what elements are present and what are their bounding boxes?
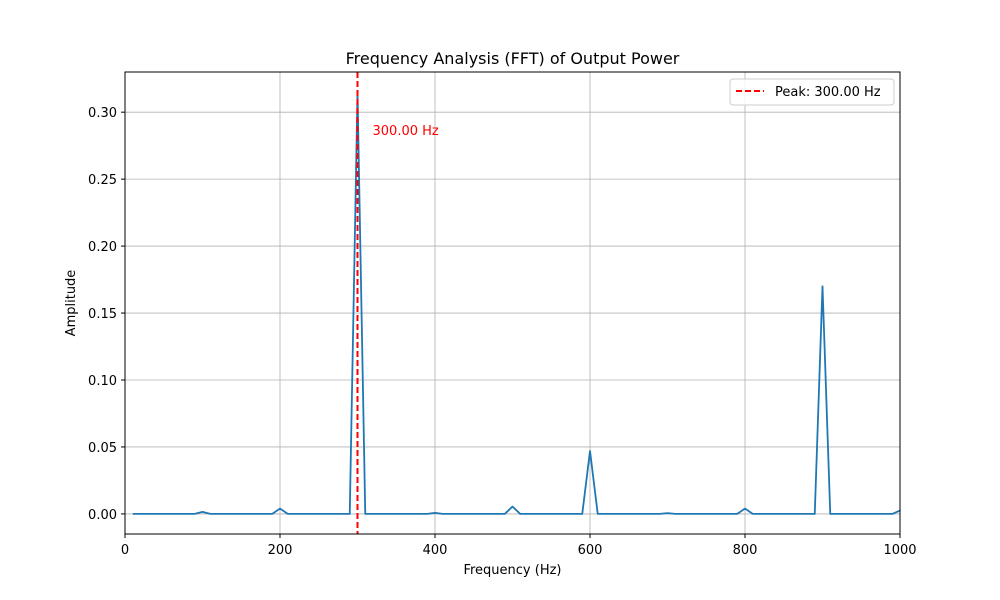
axis-ticks: 0 200 400 600 800 1000 0.00 0.05 0.10 0.15 0.20 0.2… <box>88 106 917 558</box>
y-axis-label: Amplitude <box>64 270 79 337</box>
x-tick-label: 600 <box>578 543 603 558</box>
x-tick-label: 400 <box>423 543 448 558</box>
y-tick-label: 0.25 <box>88 173 117 188</box>
y-tick-label: 0.10 <box>88 374 117 389</box>
y-tick-label: 0.30 <box>88 106 117 121</box>
legend-peak-label: Peak: 300.00 Hz <box>775 85 881 100</box>
y-tick-label: 0.00 <box>88 508 117 523</box>
chart-title: Frequency Analysis (FFT) of Output Power <box>346 49 680 68</box>
x-tick-label: 1000 <box>883 543 916 558</box>
data-layer: 300.00 Hz <box>132 72 901 534</box>
x-tick-label: 0 <box>121 543 129 558</box>
x-tick-label: 200 <box>268 543 293 558</box>
y-tick-label: 0.05 <box>88 441 117 456</box>
plot-frame <box>124 71 901 535</box>
fft-amplitude-line <box>132 91 901 515</box>
legend-box <box>729 78 895 106</box>
y-tick-label: 0.15 <box>88 307 117 322</box>
peak-annotation: 300.00 Hz <box>373 124 439 139</box>
legend: Peak: 300.00 Hz <box>729 78 895 106</box>
y-tick-label: 0.20 <box>88 240 117 255</box>
x-tick-label: 800 <box>733 543 758 558</box>
x-axis-label: Frequency (Hz) <box>463 563 561 578</box>
